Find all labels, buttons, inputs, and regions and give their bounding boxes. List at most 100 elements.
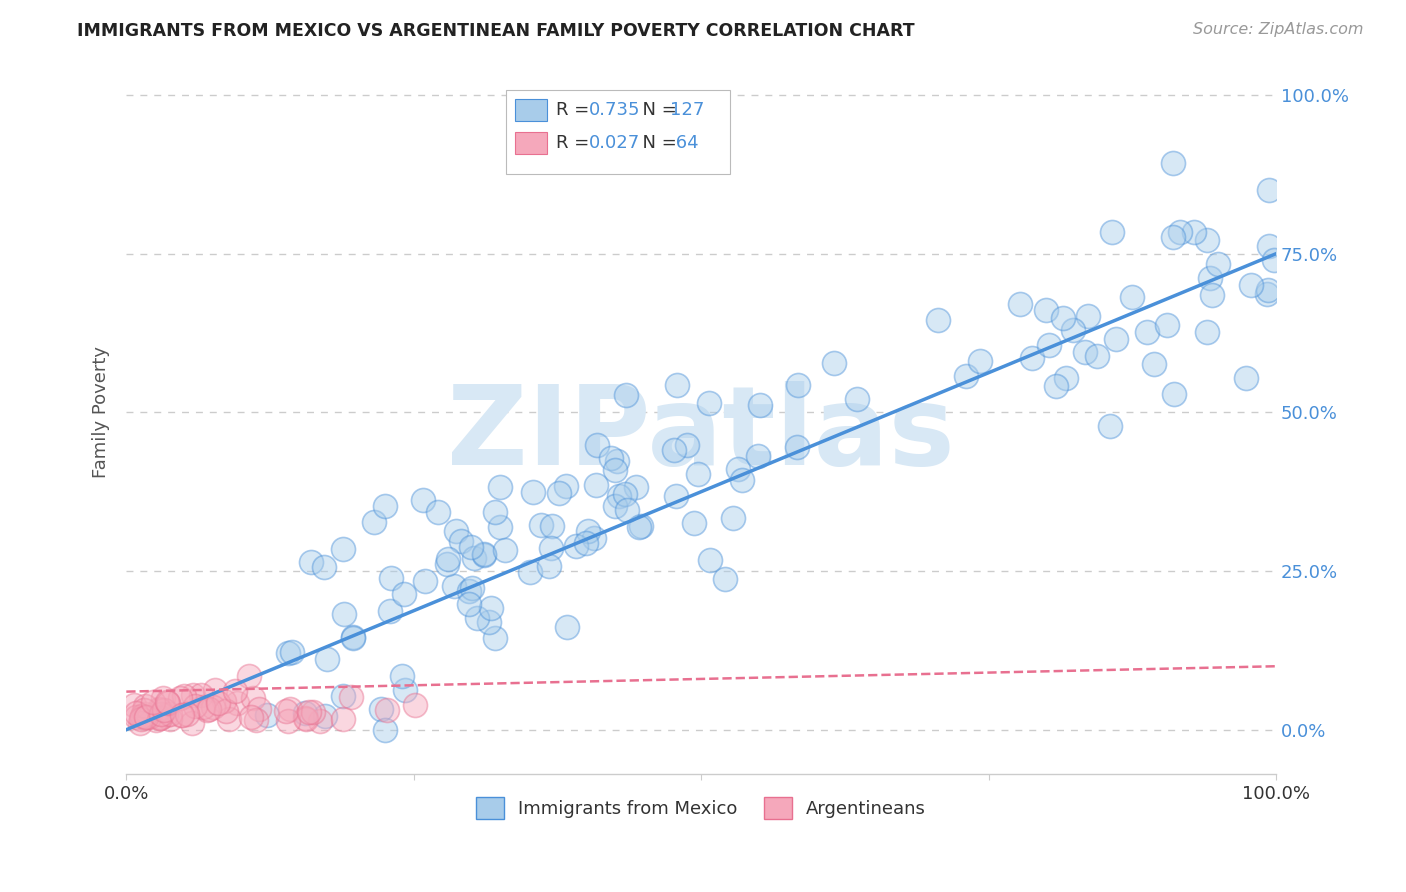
Point bbox=[176, 706, 198, 721]
Point bbox=[665, 378, 688, 392]
Point bbox=[1121, 289, 1143, 303]
Point bbox=[484, 631, 506, 645]
Point bbox=[375, 703, 398, 717]
Point bbox=[576, 524, 599, 539]
Point bbox=[295, 712, 318, 726]
Point bbox=[153, 703, 176, 717]
Point bbox=[1008, 297, 1031, 311]
Point bbox=[197, 702, 219, 716]
Text: 127: 127 bbox=[671, 101, 704, 119]
Point bbox=[129, 715, 152, 730]
Point bbox=[169, 691, 191, 706]
Point bbox=[749, 398, 772, 412]
Bar bbox=[515, 132, 547, 154]
Point bbox=[1163, 230, 1185, 244]
Point bbox=[294, 711, 316, 725]
Point bbox=[149, 710, 172, 724]
Point bbox=[1161, 156, 1184, 170]
Point bbox=[488, 480, 510, 494]
Point bbox=[226, 697, 249, 711]
Point bbox=[1240, 277, 1263, 292]
Point bbox=[1062, 323, 1084, 337]
Point bbox=[519, 566, 541, 580]
Point bbox=[183, 688, 205, 702]
Point bbox=[156, 695, 179, 709]
Point bbox=[461, 581, 484, 595]
Point bbox=[786, 378, 808, 392]
Point bbox=[585, 477, 607, 491]
Text: R =: R = bbox=[557, 135, 595, 153]
Point bbox=[214, 704, 236, 718]
Point bbox=[723, 510, 745, 524]
Point bbox=[159, 706, 181, 721]
Point bbox=[191, 699, 214, 714]
Point bbox=[697, 395, 720, 409]
Point bbox=[1038, 337, 1060, 351]
Point bbox=[190, 688, 212, 702]
Point bbox=[630, 519, 652, 533]
Point bbox=[436, 557, 458, 571]
Point bbox=[301, 706, 323, 720]
Point bbox=[479, 601, 502, 615]
Point bbox=[342, 631, 364, 645]
Point bbox=[1101, 225, 1123, 239]
Point bbox=[541, 519, 564, 533]
Point bbox=[555, 479, 578, 493]
Point bbox=[249, 702, 271, 716]
Point bbox=[149, 707, 172, 722]
Point bbox=[155, 708, 177, 723]
Point bbox=[149, 711, 172, 725]
Point bbox=[606, 454, 628, 468]
Point bbox=[314, 709, 336, 723]
Point bbox=[603, 500, 626, 514]
Point bbox=[688, 467, 710, 482]
Point bbox=[239, 710, 262, 724]
Point bbox=[1136, 325, 1159, 339]
Point bbox=[148, 702, 170, 716]
Point bbox=[676, 438, 699, 452]
Point bbox=[1035, 303, 1057, 318]
Point bbox=[374, 723, 396, 737]
Point bbox=[927, 312, 949, 326]
Point bbox=[278, 701, 301, 715]
Text: 0.735: 0.735 bbox=[589, 101, 640, 119]
Point bbox=[1143, 357, 1166, 371]
Point bbox=[207, 696, 229, 710]
Point bbox=[1054, 371, 1077, 385]
Point bbox=[730, 473, 752, 487]
Point bbox=[294, 706, 316, 720]
Point bbox=[1263, 252, 1285, 267]
Point bbox=[380, 572, 402, 586]
Point bbox=[603, 463, 626, 477]
Point bbox=[1258, 239, 1281, 253]
Point bbox=[129, 712, 152, 726]
Point bbox=[181, 715, 204, 730]
Point bbox=[1206, 257, 1229, 271]
Point bbox=[683, 516, 706, 531]
Text: ZIPatlas: ZIPatlas bbox=[447, 381, 955, 488]
Point bbox=[173, 689, 195, 703]
Point bbox=[156, 696, 179, 710]
Point bbox=[214, 694, 236, 708]
Point bbox=[170, 708, 193, 723]
Point bbox=[457, 597, 479, 611]
Point bbox=[465, 610, 488, 624]
Point bbox=[149, 703, 172, 717]
Point bbox=[460, 540, 482, 554]
Text: Source: ZipAtlas.com: Source: ZipAtlas.com bbox=[1194, 22, 1364, 37]
Point bbox=[599, 450, 621, 465]
Point bbox=[238, 669, 260, 683]
Point bbox=[494, 543, 516, 558]
Point bbox=[309, 714, 332, 728]
Point bbox=[489, 519, 512, 533]
Point bbox=[1052, 311, 1074, 326]
Point bbox=[450, 533, 472, 548]
Point bbox=[484, 505, 506, 519]
Legend: Immigrants from Mexico, Argentineans: Immigrants from Mexico, Argentineans bbox=[470, 790, 934, 827]
Point bbox=[522, 484, 544, 499]
Point bbox=[281, 645, 304, 659]
Point bbox=[457, 584, 479, 599]
Text: IMMIGRANTS FROM MEXICO VS ARGENTINEAN FAMILY POVERTY CORRELATION CHART: IMMIGRANTS FROM MEXICO VS ARGENTINEAN FA… bbox=[77, 22, 915, 40]
Point bbox=[478, 615, 501, 630]
Point bbox=[314, 560, 336, 574]
